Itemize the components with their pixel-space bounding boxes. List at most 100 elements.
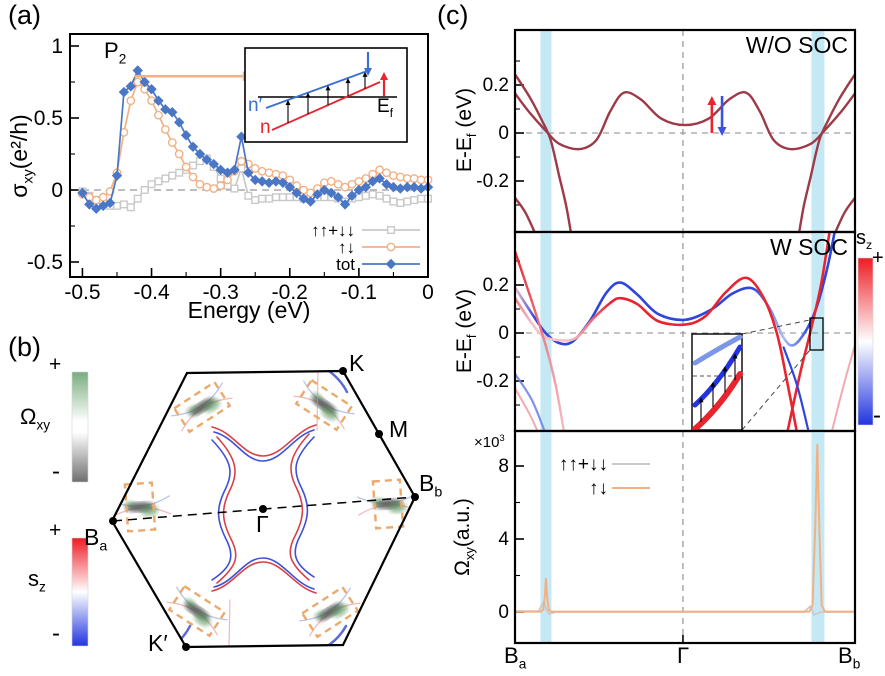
highlight-rect (371, 478, 405, 530)
sz-colorbar-minus-b: - (52, 620, 60, 647)
bb-axis-label: Bb (838, 643, 861, 672)
y-tick-label: -0.2 (476, 171, 509, 192)
scale-label: ×103 (474, 433, 505, 451)
sz-colorbar-c (857, 257, 874, 426)
panel-a-inset (244, 47, 408, 143)
high-symmetry-point-dot (411, 493, 419, 501)
sz-colorbar-plus-c: + (872, 247, 884, 269)
panel-c-middle: 0.2 0 -0.2 (476, 230, 874, 433)
y-tick-label: 0 (498, 323, 509, 344)
zoom-region-rect (809, 317, 824, 351)
panel-c-label: (c) (437, 0, 469, 30)
x-tick-label: -0.1 (341, 281, 377, 304)
sz-colorbar-plus-b: + (49, 519, 62, 542)
legend-label: ↑↑+↓↓ (559, 454, 608, 475)
legend-label: ↑↑+↓↓ (311, 221, 355, 240)
series-tot (77, 65, 434, 214)
high-symmetry-point-dot (109, 517, 117, 525)
panel-a-ylabel: σxy(e²/h) (6, 114, 37, 198)
high-symmetry-point-dot (339, 367, 347, 375)
y-tick-label: 4 (498, 529, 509, 550)
sz-colorbar-label-b: sz (28, 566, 46, 595)
inset-n-label: n (260, 117, 271, 138)
band-wavy (515, 91, 855, 151)
band-band-sz-plus-left (515, 250, 565, 430)
band-corner-right (834, 196, 855, 231)
band-band-plus-right-pale (831, 344, 855, 430)
band-band-sz-minus (515, 233, 836, 347)
legend-label: ↑↓ (338, 238, 355, 257)
panel-b-label: (b) (8, 332, 41, 362)
x-tick-label: -0.2 (272, 281, 308, 304)
legend-label: tot (336, 255, 355, 274)
highlight-stripe (811, 31, 825, 231)
y-tick-label: 0 (498, 602, 509, 623)
panel-a-plot: -0.5 -0.4 -0.3 -0.2 -0.1 0 1 0.5 0 -0.5 ↑↑+↓↓↑↓tot (27, 33, 434, 304)
high-symmetry-point-dot (182, 643, 190, 651)
p2-annotation: P2 (104, 38, 127, 67)
series-↑↓ (515, 444, 855, 613)
k-point-label: K (349, 350, 365, 376)
wo-soc-title: W/O SOC (745, 32, 848, 58)
panel-a-legend: ↑↑+↓↓↑↓tot (311, 221, 420, 274)
x-tick-label: -0.5 (64, 281, 100, 304)
highlight-rect (172, 380, 232, 434)
panel-c-top: 0.2 0 -0.2 (476, 28, 857, 234)
sz-colorbar-minus-c: - (873, 402, 881, 429)
sz-colorbar-b (71, 537, 89, 647)
legend-label: ↑↓ (589, 478, 608, 499)
inset-n-prime-label: n′ (248, 95, 263, 116)
high-symmetry-point-dot (375, 430, 383, 438)
omega-colorbar-minus: - (52, 458, 60, 485)
panel-c-legend: ↑↑+↓↓ ↑↓ (559, 454, 650, 499)
y-tick-label: -0.2 (476, 371, 509, 392)
gamma-axis-label: Γ (677, 643, 690, 668)
y-tick-label: 0 (51, 179, 63, 202)
inset-ef-label: Ef (377, 96, 393, 120)
ba-point-label: Ba (84, 524, 108, 555)
panel-a-xlabel: Energy (eV) (187, 297, 311, 323)
highlight-rect (123, 481, 157, 533)
x-tick-label: -0.4 (133, 281, 170, 304)
ba-axis-label: Ba (504, 643, 527, 672)
high-symmetry-point-dot (259, 505, 267, 513)
band-band-sz-plus (515, 276, 798, 430)
x-tick-label: 0 (422, 281, 434, 304)
sz-colorbar-label-c: sz (856, 227, 873, 252)
w-soc-title: W SOC (770, 234, 848, 260)
y-tick-label: 0.2 (483, 275, 509, 296)
bb-point-label: Bb (419, 470, 443, 501)
m-point-label: M (389, 416, 409, 442)
series-↑↑+↓↓ (515, 600, 855, 616)
omega-xy-ylabel: Ωxy(a.u.) (450, 498, 478, 576)
k-prime-point-label: K′ (148, 630, 168, 656)
x-tick-label: -0.3 (203, 281, 239, 304)
bands (515, 73, 855, 231)
eef-ylabel-middle: E-Ef (eV) (452, 288, 480, 374)
y-tick-label: 1 (51, 35, 63, 58)
omega-xy-colorbar-label: Ωxy (20, 404, 51, 433)
highlight-rect (300, 585, 360, 639)
panel-b-plot (71, 367, 419, 651)
w-soc-inset (691, 333, 743, 432)
band-band-minus-right-low (782, 346, 810, 430)
omega-colorbar-plus: + (49, 353, 62, 376)
y-tick-label: 0.5 (34, 107, 63, 130)
band-steep-right (798, 73, 855, 231)
panel-c-bottom: 0 4 8 ↑↑+↓↓ ↑↓ (498, 429, 857, 645)
band-steep-left (515, 73, 572, 231)
gamma-point-label: Γ (256, 511, 269, 537)
eef-ylabel-top: E-Ef (eV) (452, 87, 480, 173)
band-band-minus-left-low (515, 372, 546, 430)
highlight-stripe (540, 432, 552, 642)
y-tick-label: 8 (498, 456, 509, 477)
band-band-plus-left-low (515, 387, 539, 430)
y-tick-label: 0 (498, 123, 509, 144)
y-tick-label: 0.2 (483, 75, 509, 96)
curves (515, 444, 855, 616)
band-corner-left (515, 196, 536, 231)
omega-xy-colorbar (71, 371, 89, 483)
panel-a-label: (a) (8, 0, 41, 30)
